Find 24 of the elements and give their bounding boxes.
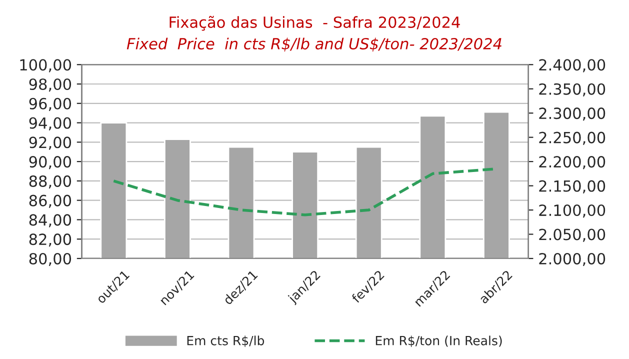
y-tick-label: 98,00 bbox=[29, 78, 72, 92]
y-tick-label: 82,00 bbox=[29, 234, 72, 247]
y2-tick-label: 2.250,00 bbox=[539, 132, 606, 145]
y-tick-label: 88,00 bbox=[29, 175, 72, 189]
y-tick-label: 86,00 bbox=[29, 194, 72, 208]
y2-tick-label: 2.200,00 bbox=[539, 156, 606, 170]
y2-tick-label: 2.400,00 bbox=[539, 59, 606, 72]
y-tick-label: 92,00 bbox=[29, 136, 72, 150]
y-tick-label: 94,00 bbox=[29, 117, 72, 130]
y2-tick-label: 2.050,00 bbox=[539, 228, 606, 242]
y2-tick-label: 2.100,00 bbox=[539, 204, 606, 218]
y-tick-label: 90,00 bbox=[29, 156, 72, 170]
y2-tick-label: 2.300,00 bbox=[539, 108, 606, 121]
legend-label: Em R$/ton (In Reals) bbox=[376, 336, 502, 347]
y2-tick-label: 2.150,00 bbox=[539, 180, 606, 194]
y-tick-label: 84,00 bbox=[29, 214, 72, 228]
legend-label: Em cts R$/lb bbox=[187, 336, 264, 347]
y2-tick-label: 2.350,00 bbox=[539, 83, 606, 96]
y-tick-label: 96,00 bbox=[29, 98, 72, 111]
y2-tick-label: 2.000,00 bbox=[539, 252, 606, 266]
chart-subtitle: Fixed Price in cts R$/lb and US$/ton- 2023/2024 bbox=[126, 38, 502, 52]
y-tick-label: 100,00 bbox=[20, 59, 72, 72]
chart-title: Fixação das Usinas - Safra 2023/2024 bbox=[170, 16, 460, 31]
y-tick-label: 80,00 bbox=[29, 252, 72, 266]
